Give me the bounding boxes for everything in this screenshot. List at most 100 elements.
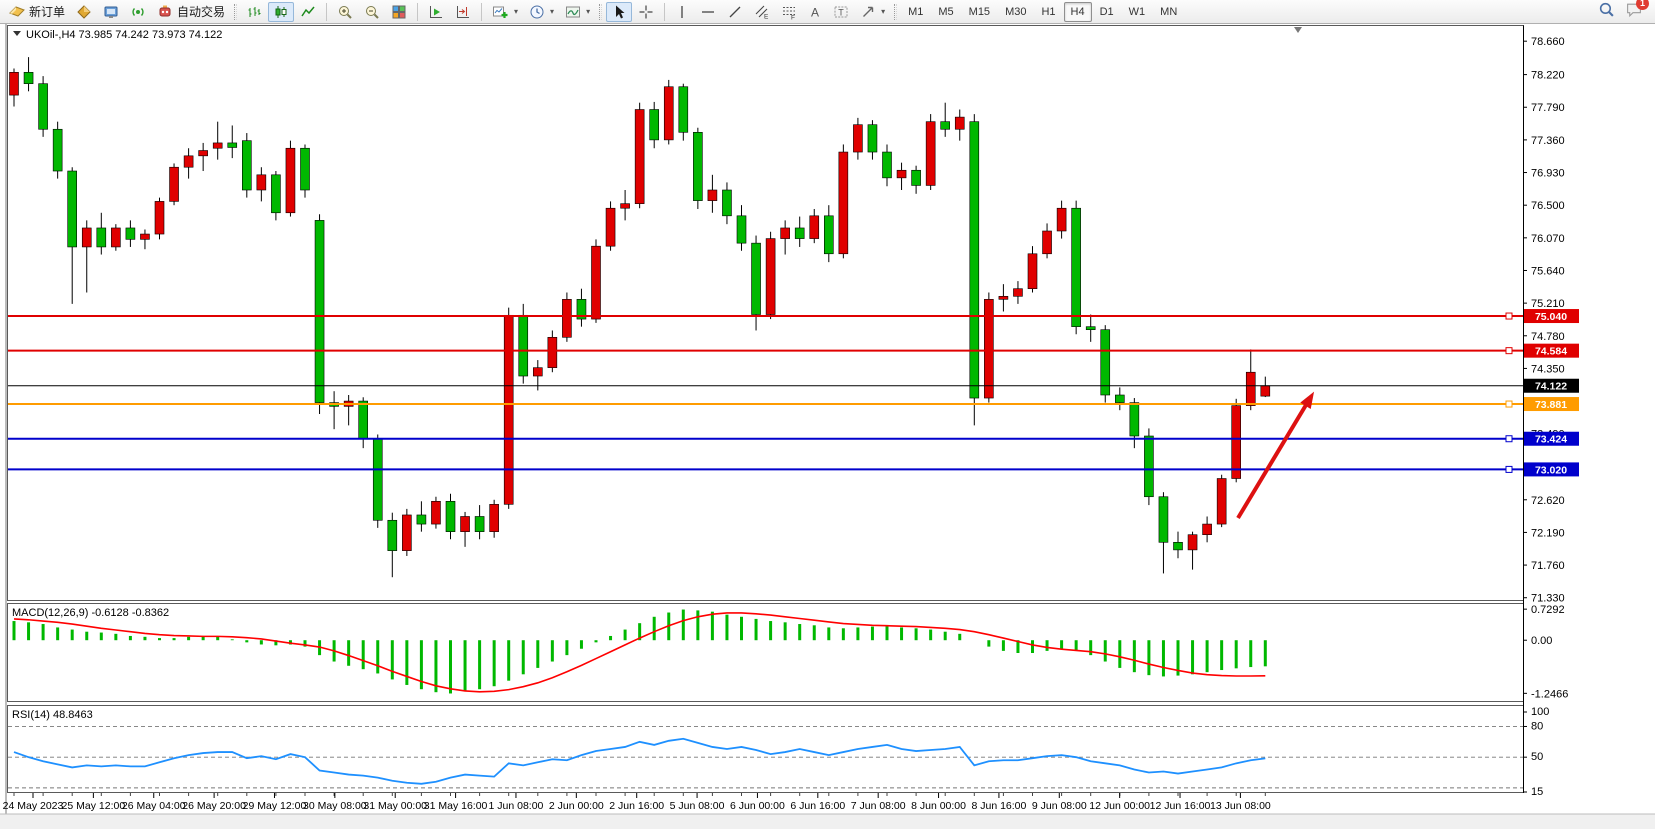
- trendline-icon: [729, 6, 741, 17]
- time-axis-label: 6 Jun 00:00: [730, 800, 785, 812]
- time-axis-label: 26 May 20:00: [182, 800, 246, 812]
- equidistant-channel-tool-button[interactable]: E: [749, 2, 775, 22]
- timeframe-m5-button[interactable]: M5: [938, 5, 954, 18]
- price-tick-label: 76.930: [1531, 168, 1565, 180]
- time-axis-label: 31 May 16:00: [424, 800, 488, 812]
- bar-chart-mode-button[interactable]: [241, 2, 267, 22]
- time-axis-label: 8 Jun 16:00: [971, 800, 1026, 812]
- chart-window: 78.660 78.220 77.790 77.360 76.930 76.500 76.0…: [0, 24, 1655, 829]
- tile-windows-button[interactable]: [386, 2, 412, 22]
- timeframe-m15-button[interactable]: M15: [968, 5, 991, 18]
- chart-shift-button[interactable]: [450, 2, 476, 22]
- periods-button[interactable]: ▾: [524, 2, 559, 22]
- hline-74.584[interactable]: 74.584: [8, 343, 1579, 358]
- dropdown-caret-icon: ▾: [514, 7, 519, 16]
- text-tool-button[interactable]: A: [803, 2, 827, 22]
- cursor-icon: [616, 5, 625, 18]
- timeframe-h4-button[interactable]: H4: [1063, 1, 1092, 22]
- time-axis-label: 13 Jun 08:00: [1210, 800, 1271, 812]
- auto-scroll-button[interactable]: [423, 2, 449, 22]
- price-tick-label: 76.070: [1531, 233, 1565, 245]
- signals-icon: [132, 7, 144, 16]
- auto-trading-button[interactable]: 自动交易: [152, 2, 230, 22]
- arrows-tool-button[interactable]: ▾: [855, 2, 890, 22]
- macd-histogram: [12, 609, 1267, 694]
- time-axis-label: 12 Jun 00:00: [1089, 800, 1150, 812]
- line-chart-mode-button[interactable]: [295, 2, 321, 22]
- signals-button[interactable]: [125, 2, 151, 22]
- new-order-button[interactable]: 新订单: [4, 2, 70, 22]
- chart-shift-icon: [457, 5, 470, 18]
- trendline-tool-button[interactable]: [722, 2, 748, 22]
- rsi-label: RSI(14) 48.8463: [12, 709, 93, 721]
- hline-73.881[interactable]: 73.881: [8, 397, 1579, 412]
- text-label-tool-button[interactable]: T: [828, 2, 854, 22]
- timeframe-mn-button[interactable]: MN: [1160, 5, 1178, 18]
- svg-text:73.020: 73.020: [1535, 464, 1567, 476]
- arrows-shapes-icon: [863, 6, 874, 17]
- macd-pane: [7, 603, 1524, 702]
- line-chart-icon: [301, 6, 315, 16]
- search-button[interactable]: [1598, 1, 1615, 23]
- price-tick-label: 77.790: [1531, 102, 1565, 114]
- macd-tick-label: 0.00: [1531, 635, 1552, 647]
- macd-tick-label: -1.2466: [1531, 688, 1568, 700]
- fibonacci-tool-button[interactable]: F: [776, 2, 802, 22]
- zoom-out-button[interactable]: [359, 2, 385, 22]
- time-axis-label: 2 Jun 16:00: [609, 800, 664, 812]
- price-tick-label: 72.620: [1531, 495, 1565, 507]
- timeframe-m1-button[interactable]: M1: [908, 5, 924, 18]
- price-tick-label: 74.780: [1531, 331, 1565, 343]
- timeframe-m30-button[interactable]: M30: [1005, 5, 1027, 18]
- horizontal-line-tool-button[interactable]: [695, 2, 721, 22]
- crosshair-tool-button[interactable]: [633, 2, 659, 22]
- svg-text:73.424: 73.424: [1535, 434, 1567, 446]
- time-axis-label: 12 Jun 16:00: [1150, 800, 1211, 812]
- symbol-dropdown-icon: [13, 31, 21, 36]
- hline-75.040[interactable]: 75.040: [8, 309, 1579, 324]
- candles: [9, 57, 1271, 578]
- channel-icon: E: [755, 5, 769, 20]
- hline-73.020[interactable]: 73.020: [8, 462, 1579, 477]
- text-icon: A: [811, 5, 819, 19]
- timeframe-h1-button[interactable]: H1: [1041, 5, 1056, 18]
- horizontal-line-icon: [702, 10, 715, 13]
- annotation-arrow[interactable]: [1236, 391, 1315, 520]
- candlestick-icon: [275, 5, 287, 18]
- svg-text:F: F: [791, 14, 795, 20]
- search-icon: [1599, 2, 1614, 17]
- time-axis-label: 9 Jun 08:00: [1032, 800, 1087, 812]
- new-chart-button[interactable]: ▾: [487, 2, 523, 22]
- candlestick-mode-button[interactable]: [268, 1, 295, 22]
- cursor-tool-button[interactable]: [606, 1, 633, 22]
- price-chart[interactable]: 78.660 78.220 77.790 77.360 76.930 76.500 76.0…: [0, 24, 1655, 829]
- hline-74.122[interactable]: 74.122: [8, 378, 1579, 393]
- price-tick-label: 72.190: [1531, 527, 1565, 539]
- price-tick-label: 75.640: [1531, 265, 1565, 277]
- dropdown-caret-icon: ▾: [550, 7, 555, 16]
- price-tag: [1524, 397, 1579, 412]
- market-watch-button[interactable]: [98, 2, 124, 22]
- price-tag: [1524, 343, 1579, 358]
- toolbar-separator: [417, 2, 419, 21]
- time-axis-label: 24 May 2023: [3, 800, 64, 812]
- timeframe-w1-button[interactable]: W1: [1128, 5, 1146, 18]
- price-tick-label: 74.350: [1531, 363, 1565, 375]
- new-order-label: 新订单: [29, 5, 66, 19]
- zoom-in-button[interactable]: [332, 2, 358, 22]
- toolbar-separator: [481, 2, 483, 21]
- time-axis-label: 30 May 08:00: [303, 800, 367, 812]
- vertical-line-tool-button[interactable]: [670, 2, 694, 22]
- price-tick-label: 71.760: [1531, 560, 1565, 572]
- profile-button[interactable]: [71, 2, 97, 22]
- hline-73.424[interactable]: 73.424: [8, 431, 1579, 446]
- price-tag: [1524, 378, 1579, 393]
- notifications-button[interactable]: 1: [1625, 0, 1649, 23]
- timeframe-d1-button[interactable]: D1: [1099, 5, 1114, 18]
- templates-button[interactable]: ▾: [560, 2, 595, 22]
- macd-signal-line: [13, 612, 1266, 693]
- chart-title: UKOil-,H4 73.985 74.242 73.973 74.122: [26, 29, 222, 41]
- time-axis-label: 31 May 00:00: [363, 800, 427, 812]
- toolbar-separator: [326, 2, 328, 21]
- toolbar-drag-handle: [599, 3, 603, 20]
